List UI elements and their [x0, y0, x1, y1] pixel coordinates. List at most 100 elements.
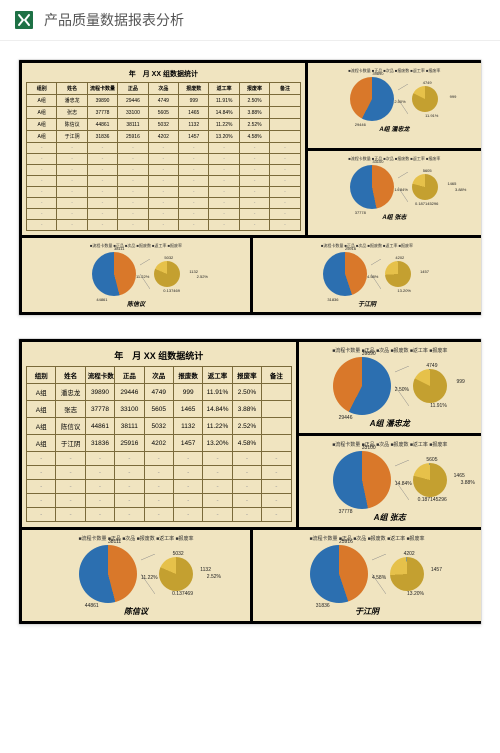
- table-row: A组陈信议44861381115032113211.22%2.52%: [27, 418, 292, 435]
- chart-legend: ■流程卡数量 ■正品 ■次品 ■报废数 ■返工率 ■报废率: [257, 242, 477, 250]
- pie-main: 3989029446: [350, 77, 394, 121]
- pie-wrap: 3310037778 560514650.18714529614.84%3.88%: [312, 163, 477, 211]
- table-row: ---------: [27, 165, 301, 176]
- col-header: 报废数: [179, 83, 209, 95]
- data-table-panel: 年 月 XX 组数据统计 组别姓名流程卡数量正品次品报废数返工率报废率备注A组潘…: [22, 63, 305, 235]
- chart-name: A组 潘忠龙: [303, 417, 477, 429]
- chart-legend: ■流程卡数量 ■正品 ■次品 ■报废数 ■返工率 ■报废率: [26, 534, 246, 543]
- pie-wrap: 3811144861 503211320.13746911.22%2.52%: [26, 543, 246, 605]
- col-header: 次品: [148, 83, 178, 95]
- preview-area: 年 月 XX 组数据统计 组别姓名流程卡数量正品次品报废数返工率报废率备注A组潘…: [0, 41, 500, 677]
- chart-yujiangyin: ■流程卡数量 ■正品 ■次品 ■报废数 ■返工率 ■报废率 2591631836 4…: [253, 238, 481, 312]
- chart-name: A组 潘忠龙: [312, 123, 477, 133]
- app-header: 产品质量数据报表分析: [0, 0, 500, 41]
- chart-chenxinyi: ■流程卡数量 ■正品 ■次品 ■报废数 ■返工率 ■报废率 3811144861 5…: [22, 238, 250, 312]
- pie-sub: 503211320.13746911.22%2.52%: [154, 261, 180, 287]
- pie-sub: 560514650.18714529614.84%3.88%: [412, 174, 438, 200]
- col-header: 正品: [115, 367, 144, 384]
- col-header: 报废率: [232, 367, 261, 384]
- table-title-large: 年 月 XX 组数据统计: [26, 346, 292, 366]
- table-row: A组张志37778331005605146514.84%3.88%: [27, 107, 301, 119]
- preview-large: 年 月 XX 组数据统计 组别姓名流程卡数量正品次品报废数返工率报废率备注A组潘…: [18, 338, 482, 625]
- table-row: ---------: [27, 143, 301, 154]
- chart-panzhonglong-large: ■流程卡数量 ■正品 ■次品 ■报废数 ■返工率 ■报废率 3989029446 4…: [299, 342, 481, 433]
- chart-name: A组 张志: [303, 511, 477, 523]
- excel-icon: [12, 8, 36, 32]
- table-row: ---------: [27, 209, 301, 220]
- pie-sub: 4202145713.20%4.58%: [390, 557, 424, 591]
- pie-wrap: 3989029446 474999911.91%2.50%: [303, 355, 477, 417]
- chart-name: 陈信议: [26, 605, 246, 617]
- pie-main: 3310037778: [350, 165, 394, 209]
- chart-name: 于江阴: [257, 298, 477, 308]
- col-header: 返工率: [209, 83, 239, 95]
- table-row: ---------: [27, 187, 301, 198]
- table-row: ---------: [27, 508, 292, 522]
- table-row: ---------: [27, 154, 301, 165]
- col-header: 姓名: [56, 367, 85, 384]
- table-row: ---------: [27, 466, 292, 480]
- pie-main: 2591631836: [310, 545, 368, 603]
- col-header: 正品: [118, 83, 148, 95]
- bottom-charts-row: ■流程卡数量 ■正品 ■次品 ■报废数 ■返工率 ■报废率 3811144861 5…: [22, 238, 481, 312]
- bottom-charts-row-large: ■流程卡数量 ■正品 ■次品 ■报废数 ■返工率 ■报废率 3811144861 5…: [22, 530, 481, 621]
- pie-wrap: 3989029446 474999911.91%2.50%: [312, 75, 477, 123]
- table-row: ---------: [27, 198, 301, 209]
- pie-sub: 560514650.18714529614.84%3.88%: [413, 463, 447, 497]
- chart-zhangzhi: ■流程卡数量 ■正品 ■次品 ■报废数 ■返工率 ■报废率 3310037778 5…: [308, 151, 481, 236]
- col-header: 报废率: [239, 83, 269, 95]
- table-row: ---------: [27, 452, 292, 466]
- table-row: ---------: [27, 220, 301, 231]
- col-header: 流程卡数量: [85, 367, 114, 384]
- pie-main: 3811144861: [92, 252, 136, 296]
- table-row: A组于江阴31836259164202145713.20%4.58%: [27, 131, 301, 143]
- pie-sub: 4202145713.20%4.58%: [385, 261, 411, 287]
- pie-main: 2591631836: [323, 252, 367, 296]
- data-table-large: 组别姓名流程卡数量正品次品报废数返工率报废率备注A组潘忠龙39890294464…: [26, 366, 292, 522]
- data-table-panel-large: 年 月 XX 组数据统计 组别姓名流程卡数量正品次品报废数返工率报废率备注A组潘…: [22, 342, 296, 527]
- pie-main: 3989029446: [333, 357, 391, 415]
- chart-legend: ■流程卡数量 ■正品 ■次品 ■报废数 ■返工率 ■报废率: [303, 440, 477, 449]
- preview-small: 年 月 XX 组数据统计 组别姓名流程卡数量正品次品报废数返工率报废率备注A组潘…: [18, 59, 482, 316]
- chart-yujiangyin-large: ■流程卡数量 ■正品 ■次品 ■报废数 ■返工率 ■报废率 2591631836 4…: [253, 530, 481, 621]
- pie-wrap: 3310037778 560514650.18714529614.84%3.88%: [303, 449, 477, 511]
- pie-sub: 474999911.91%2.50%: [412, 86, 438, 112]
- col-header: 备注: [270, 83, 300, 95]
- pie-sub: 503211320.13746911.22%2.52%: [159, 557, 193, 591]
- col-header: 报废数: [173, 367, 202, 384]
- chart-zhangzhi-large: ■流程卡数量 ■正品 ■次品 ■报废数 ■返工率 ■报废率 3310037778 5…: [299, 436, 481, 527]
- pie-wrap: 2591631836 4202145713.20%4.58%: [257, 543, 477, 605]
- chart-name: A组 张志: [312, 211, 477, 221]
- chart-chenxinyi-large: ■流程卡数量 ■正品 ■次品 ■报废数 ■返工率 ■报废率 3811144861 5…: [22, 530, 250, 621]
- pie-main: 3310037778: [333, 451, 391, 509]
- pie-sub: 474999911.91%2.50%: [413, 369, 447, 403]
- table-row: A组潘忠龙3989029446474999911.91%2.50%: [27, 95, 301, 107]
- table-row: ---------: [27, 480, 292, 494]
- table-row: A组张志37778331005605146514.84%3.88%: [27, 401, 292, 418]
- pie-main: 3811144861: [79, 545, 137, 603]
- chart-panzhonglong: ■流程卡数量 ■正品 ■次品 ■报废数 ■返工率 ■报废率 3989029446 4…: [308, 63, 481, 148]
- pie-wrap: 3811144861 503211320.13746911.22%2.52%: [26, 250, 246, 298]
- chart-name: 陈信议: [26, 298, 246, 308]
- chart-name: 于江阴: [257, 605, 477, 617]
- col-header: 组别: [27, 367, 56, 384]
- table-row: A组于江阴31836259164202145713.20%4.58%: [27, 435, 292, 452]
- table-row: ---------: [27, 176, 301, 187]
- chart-legend: ■流程卡数量 ■正品 ■次品 ■报废数 ■返工率 ■报废率: [312, 67, 477, 75]
- col-header: 流程卡数量: [87, 83, 117, 95]
- table-row: A组潘忠龙3989029446474999911.91%2.50%: [27, 384, 292, 401]
- table-row: ---------: [27, 494, 292, 508]
- chart-legend: ■流程卡数量 ■正品 ■次品 ■报废数 ■返工率 ■报废率: [303, 346, 477, 355]
- data-table: 组别姓名流程卡数量正品次品报废数返工率报废率备注A组潘忠龙39890294464…: [26, 82, 301, 231]
- col-header: 姓名: [57, 83, 87, 95]
- col-header: 次品: [144, 367, 173, 384]
- table-row: A组陈信议44861381115032113211.22%2.52%: [27, 119, 301, 131]
- chart-legend: ■流程卡数量 ■正品 ■次品 ■报废数 ■返工率 ■报废率: [312, 155, 477, 163]
- page-title: 产品质量数据报表分析: [44, 10, 184, 30]
- col-header: 备注: [262, 367, 291, 384]
- col-header: 返工率: [203, 367, 232, 384]
- chart-legend: ■流程卡数量 ■正品 ■次品 ■报废数 ■返工率 ■报废率: [257, 534, 477, 543]
- chart-legend: ■流程卡数量 ■正品 ■次品 ■报废数 ■返工率 ■报废率: [26, 242, 246, 250]
- col-header: 组别: [27, 83, 57, 95]
- pie-wrap: 2591631836 4202145713.20%4.58%: [257, 250, 477, 298]
